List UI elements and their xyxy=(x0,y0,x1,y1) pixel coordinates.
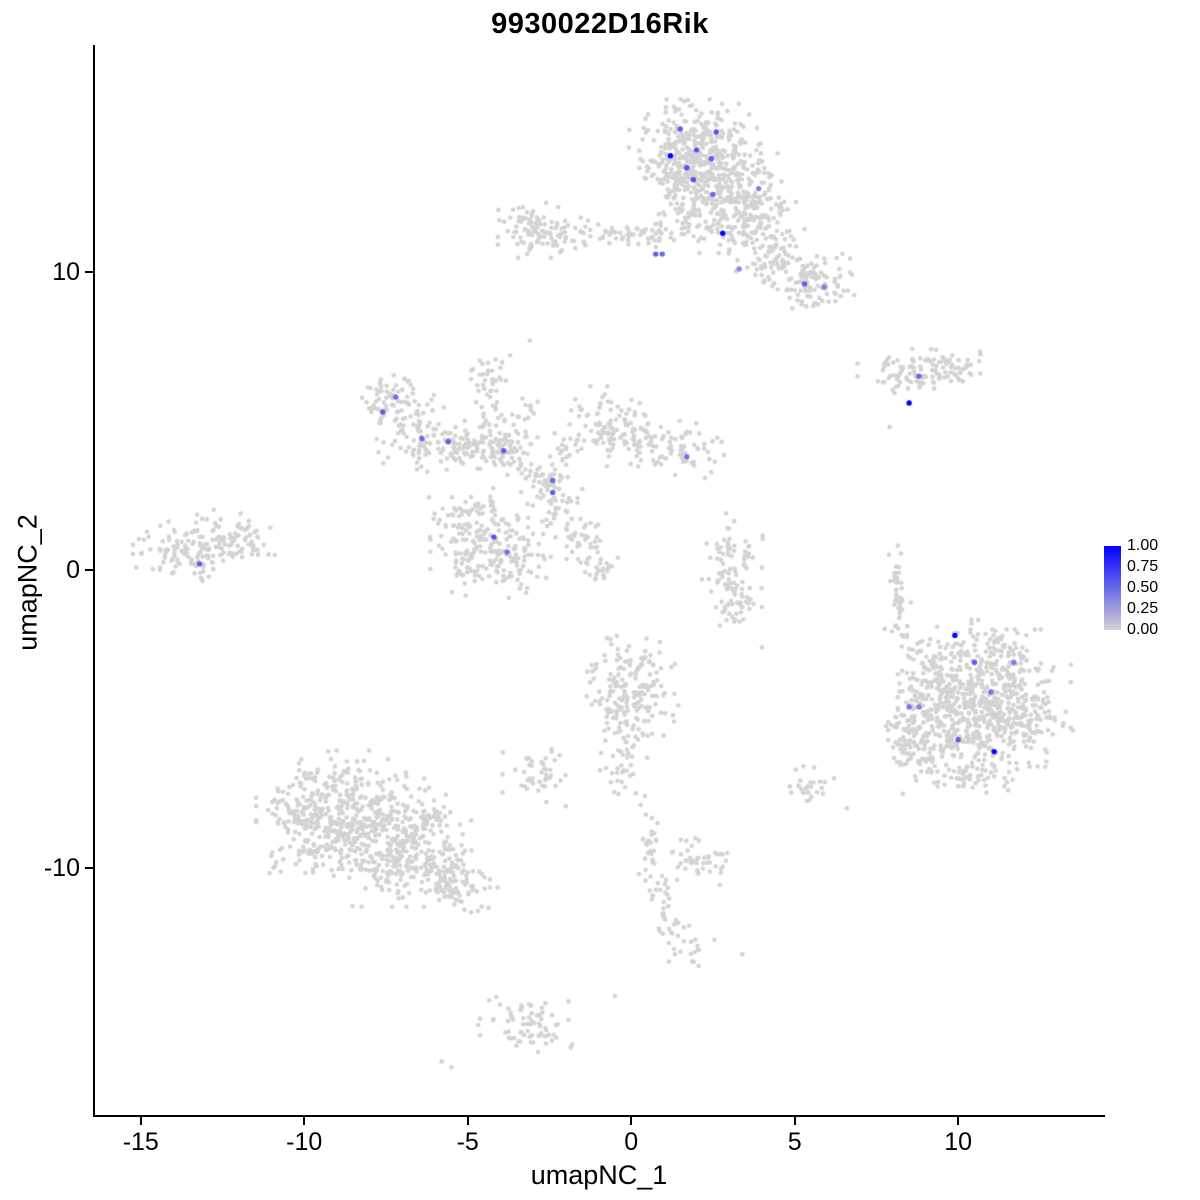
x-axis-tick-label: 5 xyxy=(787,1128,802,1156)
legend-tick-label: 0.75 xyxy=(1127,558,1159,575)
x-axis-tick-label: -15 xyxy=(122,1128,159,1156)
umap-scatter-canvas xyxy=(95,45,1103,1115)
y-axis-tick-mark xyxy=(85,568,93,571)
x-axis-tick-mark xyxy=(630,1117,633,1125)
x-axis-tick-mark xyxy=(303,1117,306,1125)
x-axis-tick-label: 0 xyxy=(624,1128,639,1156)
legend-tick-label: 0.50 xyxy=(1127,579,1159,596)
x-axis-tick-mark xyxy=(793,1117,796,1125)
x-axis-tick-label: -5 xyxy=(456,1128,479,1156)
y-axis-tick-mark xyxy=(85,866,93,869)
legend-tick-label: 1.00 xyxy=(1127,537,1159,554)
legend-tick-label: 0.00 xyxy=(1127,621,1159,638)
plot-title: 9930022D16Rik xyxy=(491,8,709,40)
x-axis-tick-label: -10 xyxy=(286,1128,323,1156)
x-axis-tick-mark xyxy=(139,1117,142,1125)
expression-legend: 1.00 0.75 0.50 0.25 0.00 xyxy=(1104,537,1199,642)
y-axis-line xyxy=(93,45,95,1117)
y-axis-tick-label: 10 xyxy=(52,257,80,286)
y-axis-tick-label: -10 xyxy=(43,853,80,882)
x-axis-label: umapNC_1 xyxy=(530,1160,668,1190)
x-axis-tick-label: 10 xyxy=(944,1128,973,1156)
legend-tick-label: 0.25 xyxy=(1127,600,1159,617)
x-axis-tick-mark xyxy=(957,1117,960,1125)
x-axis-line xyxy=(93,1115,1105,1117)
x-axis-tick-mark xyxy=(466,1117,469,1125)
legend-gradient-bar xyxy=(1104,546,1121,630)
y-axis-tick-mark xyxy=(85,270,93,273)
y-axis-tick-label: 0 xyxy=(66,555,80,584)
